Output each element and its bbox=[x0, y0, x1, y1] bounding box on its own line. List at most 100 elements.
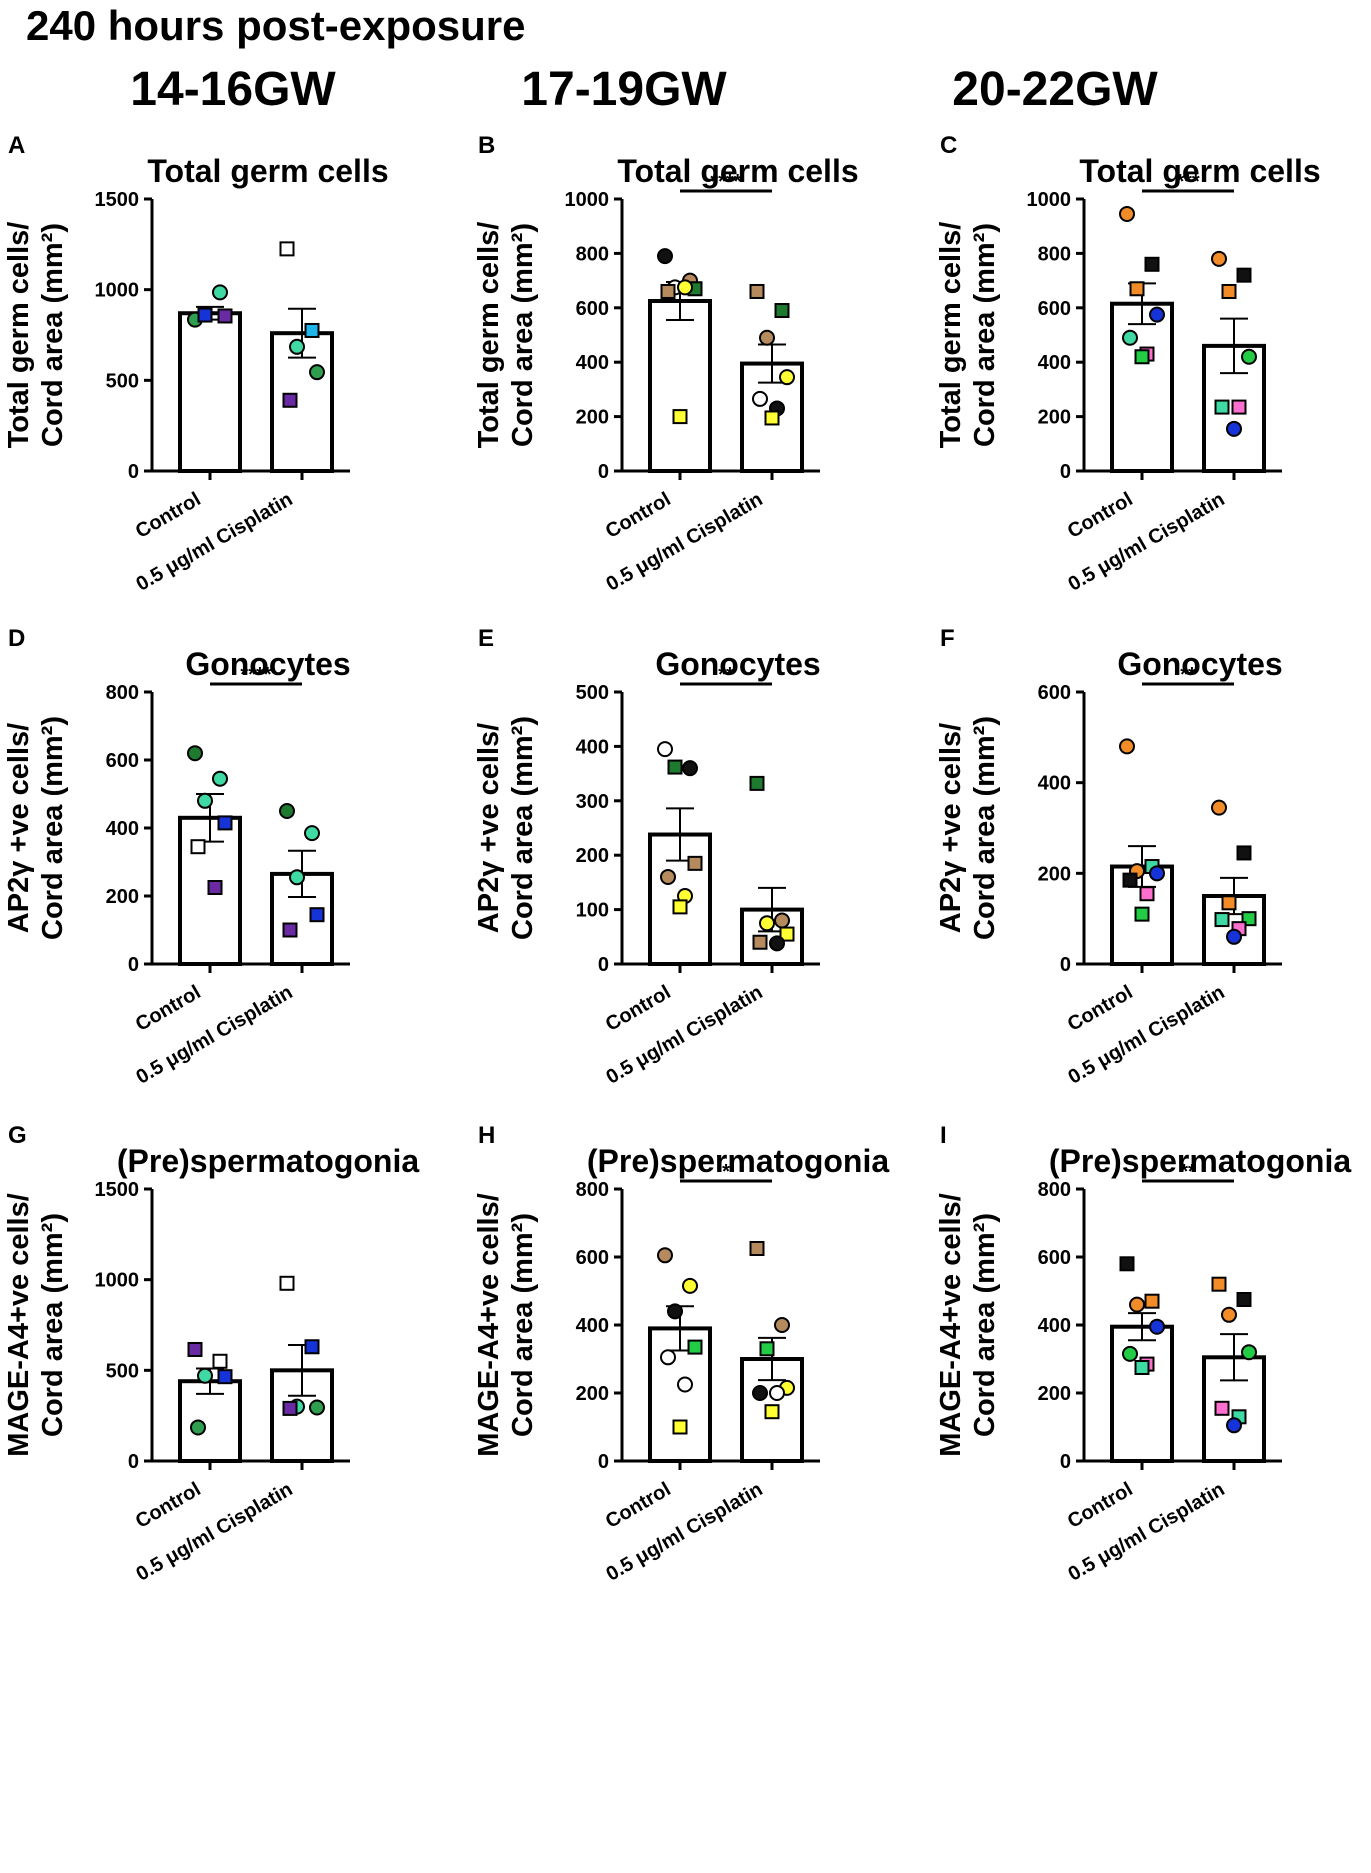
panel-letter: D bbox=[8, 625, 25, 652]
data-point-circle bbox=[774, 1317, 790, 1333]
data-point-circle bbox=[1226, 928, 1242, 945]
y-axis-title: Total germ cells/Cord area (mm²) bbox=[935, 222, 1001, 449]
data-point-circle bbox=[1119, 205, 1135, 222]
significance-label: ** bbox=[1180, 664, 1196, 686]
data-point-square bbox=[1134, 349, 1150, 365]
data-point-circle bbox=[1241, 348, 1257, 365]
data-point-square bbox=[1139, 886, 1155, 902]
y-tick-label: 1500 bbox=[95, 1179, 140, 1201]
y-tick-label: 600 bbox=[1038, 298, 1071, 320]
data-point-square bbox=[687, 855, 703, 871]
data-point-square bbox=[1214, 1400, 1230, 1416]
data-point-square bbox=[187, 1341, 203, 1357]
y-axis-title-line-1: MAGE-A4+ve cells/ bbox=[473, 1193, 505, 1457]
y-tick-label: 400 bbox=[1038, 1315, 1071, 1337]
data-point-square bbox=[667, 759, 683, 775]
column-header-14-16gw: 14-16GW bbox=[130, 63, 336, 116]
y-tick-label: 400 bbox=[1038, 773, 1071, 795]
data-point-square bbox=[672, 899, 688, 915]
data-point-circle bbox=[1211, 799, 1227, 816]
panel-letter: I bbox=[940, 1122, 947, 1149]
data-point-square bbox=[1231, 399, 1247, 415]
data-point-circle bbox=[657, 248, 673, 265]
y-tick-label: 800 bbox=[576, 1179, 609, 1201]
panel-letter: G bbox=[8, 1122, 27, 1149]
y-axis-title-line-1: AP2γ +ve cells/ bbox=[3, 723, 35, 933]
y-tick-label: 1000 bbox=[95, 280, 140, 302]
bar bbox=[1110, 301, 1174, 473]
data-point-circle bbox=[759, 329, 775, 346]
panel-h: H (Pre)spermatogonia MAGE-A4+ve cells/Cord… bbox=[470, 1105, 926, 1705]
y-axis-title: AP2γ +ve cells/Cord area (mm²) bbox=[935, 716, 1001, 940]
panel-e: E Gonocytes AP2γ +ve cells/Cord area (mm²)… bbox=[470, 608, 926, 1208]
data-point-square bbox=[752, 934, 768, 950]
panel-f: F Gonocytes AP2γ +ve cells/Cord area (mm²)… bbox=[932, 608, 1371, 1208]
panel-b: B Total germ cells Total germ cells/Cord a… bbox=[470, 115, 926, 715]
significance-label: **** bbox=[710, 171, 741, 193]
y-tick-label: 200 bbox=[106, 886, 139, 908]
data-point-circle bbox=[1119, 738, 1135, 755]
y-axis-title-line-2: Cord area (mm²) bbox=[37, 716, 69, 940]
panel-title: (Pre)spermatogonia bbox=[587, 1143, 889, 1179]
x-category-label: Control bbox=[1064, 488, 1137, 543]
data-point-circle bbox=[752, 390, 768, 407]
column-header-17-19gw: 17-19GW bbox=[521, 63, 727, 116]
x-category-label: Control bbox=[132, 488, 205, 543]
data-point-circle bbox=[759, 915, 775, 932]
y-tick-label: 200 bbox=[1038, 407, 1071, 429]
y-axis-title-line-2: Cord area (mm²) bbox=[37, 223, 69, 447]
y-tick-label: 1000 bbox=[1027, 189, 1072, 211]
data-point-circle bbox=[1149, 306, 1165, 323]
panel-title: Gonocytes bbox=[185, 646, 350, 682]
x-category-label: Control bbox=[132, 981, 205, 1036]
x-category-label: Control bbox=[602, 488, 675, 543]
data-point-square bbox=[672, 409, 688, 425]
data-point-circle bbox=[1226, 420, 1242, 437]
data-point-square bbox=[1144, 1293, 1160, 1309]
data-point-square bbox=[764, 410, 780, 426]
significance-label: * bbox=[722, 1161, 730, 1183]
data-point-circle bbox=[779, 369, 795, 386]
y-tick-label: 400 bbox=[576, 1315, 609, 1337]
data-point-circle bbox=[1241, 1344, 1257, 1361]
data-point-circle bbox=[190, 1419, 206, 1436]
y-axis-title-line-2: Cord area (mm²) bbox=[969, 716, 1001, 940]
data-point-circle bbox=[1149, 865, 1165, 882]
column-header-20-22gw: 20-22GW bbox=[952, 63, 1158, 116]
chart-svg: I (Pre)spermatogonia MAGE-A4+ve cells/Cord… bbox=[935, 1122, 1351, 1586]
data-point-square bbox=[282, 922, 298, 938]
y-tick-label: 200 bbox=[576, 845, 609, 867]
data-point-square bbox=[1221, 895, 1237, 911]
data-point-circle bbox=[677, 1376, 693, 1393]
y-axis-title-line-1: Total germ cells/ bbox=[3, 222, 35, 449]
y-tick-label: 400 bbox=[106, 818, 139, 840]
data-point-square bbox=[304, 322, 320, 338]
data-point-square bbox=[282, 1400, 298, 1416]
y-tick-label: 0 bbox=[1060, 1451, 1071, 1473]
x-category-label: Control bbox=[1064, 1478, 1137, 1533]
y-tick-label: 400 bbox=[576, 736, 609, 758]
panel-letter: A bbox=[8, 132, 25, 159]
data-point-square bbox=[774, 303, 790, 319]
data-point-circle bbox=[1129, 1296, 1145, 1313]
y-axis-title-line-2: Cord area (mm²) bbox=[969, 1213, 1001, 1437]
panel-d: D Gonocytes AP2γ +ve cells/Cord area (mm²)… bbox=[0, 608, 456, 1208]
data-point-square bbox=[660, 283, 676, 299]
bar bbox=[178, 311, 242, 473]
data-point-square bbox=[1236, 267, 1252, 283]
data-point-circle bbox=[279, 803, 295, 819]
y-tick-label: 400 bbox=[1038, 352, 1071, 374]
data-point-square bbox=[1214, 399, 1230, 415]
x-category-label: Control bbox=[1064, 981, 1137, 1036]
y-tick-label: 400 bbox=[576, 352, 609, 374]
data-point-square bbox=[279, 241, 295, 257]
data-point-circle bbox=[212, 284, 228, 301]
x-category-label: 0.5 μg/ml Cisplatin bbox=[132, 1478, 296, 1585]
data-point-square bbox=[309, 907, 325, 923]
data-point-square bbox=[217, 1369, 233, 1385]
data-point-circle bbox=[304, 825, 320, 842]
chart-svg: E Gonocytes AP2γ +ve cells/Cord area (mm²)… bbox=[473, 625, 821, 1089]
y-tick-label: 0 bbox=[1060, 954, 1071, 976]
x-category-label: Control bbox=[132, 1478, 205, 1533]
data-point-square bbox=[749, 283, 765, 299]
